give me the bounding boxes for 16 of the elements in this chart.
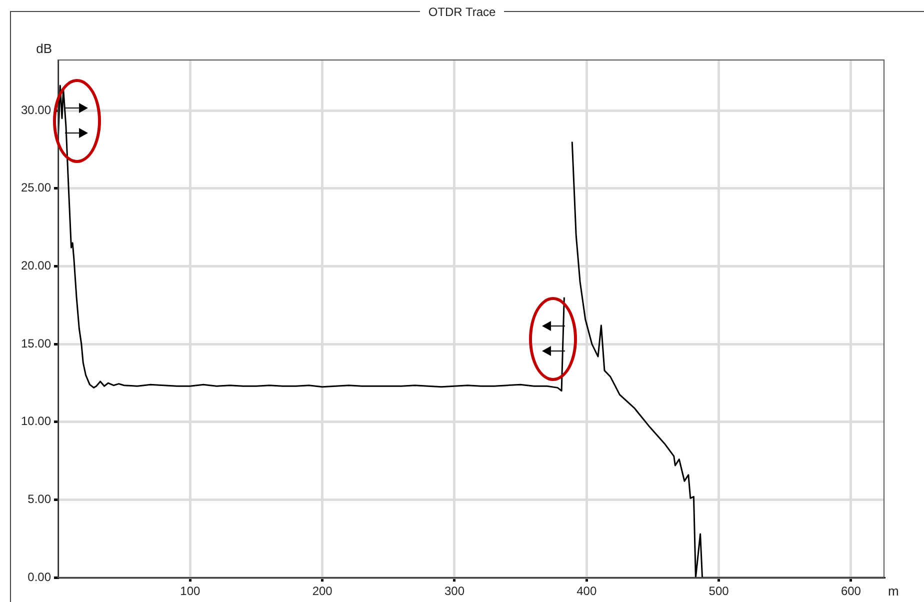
y-tick-label: 30.00 — [21, 102, 52, 117]
x-axis-title: m — [888, 584, 899, 599]
chart-title: OTDR Trace — [420, 5, 504, 19]
x-tick-label: 400 — [576, 584, 597, 598]
y-tick-label: 25.00 — [21, 180, 52, 195]
y-tick-label: 20.00 — [21, 258, 52, 273]
x-tick-label: 200 — [312, 584, 333, 598]
y-tick-label: 5.00 — [28, 492, 52, 506]
y-tick-label: 10.00 — [21, 414, 52, 428]
y-tick-label: 15.00 — [21, 336, 52, 350]
y-tick-label: 0.00 — [28, 570, 52, 584]
x-tick-label: 100 — [180, 584, 201, 598]
x-tick-label: 500 — [708, 584, 730, 598]
x-tick-label: 600 — [840, 584, 862, 598]
x-tick-label: 300 — [444, 584, 465, 598]
y-axis-title: dB — [36, 41, 52, 56]
